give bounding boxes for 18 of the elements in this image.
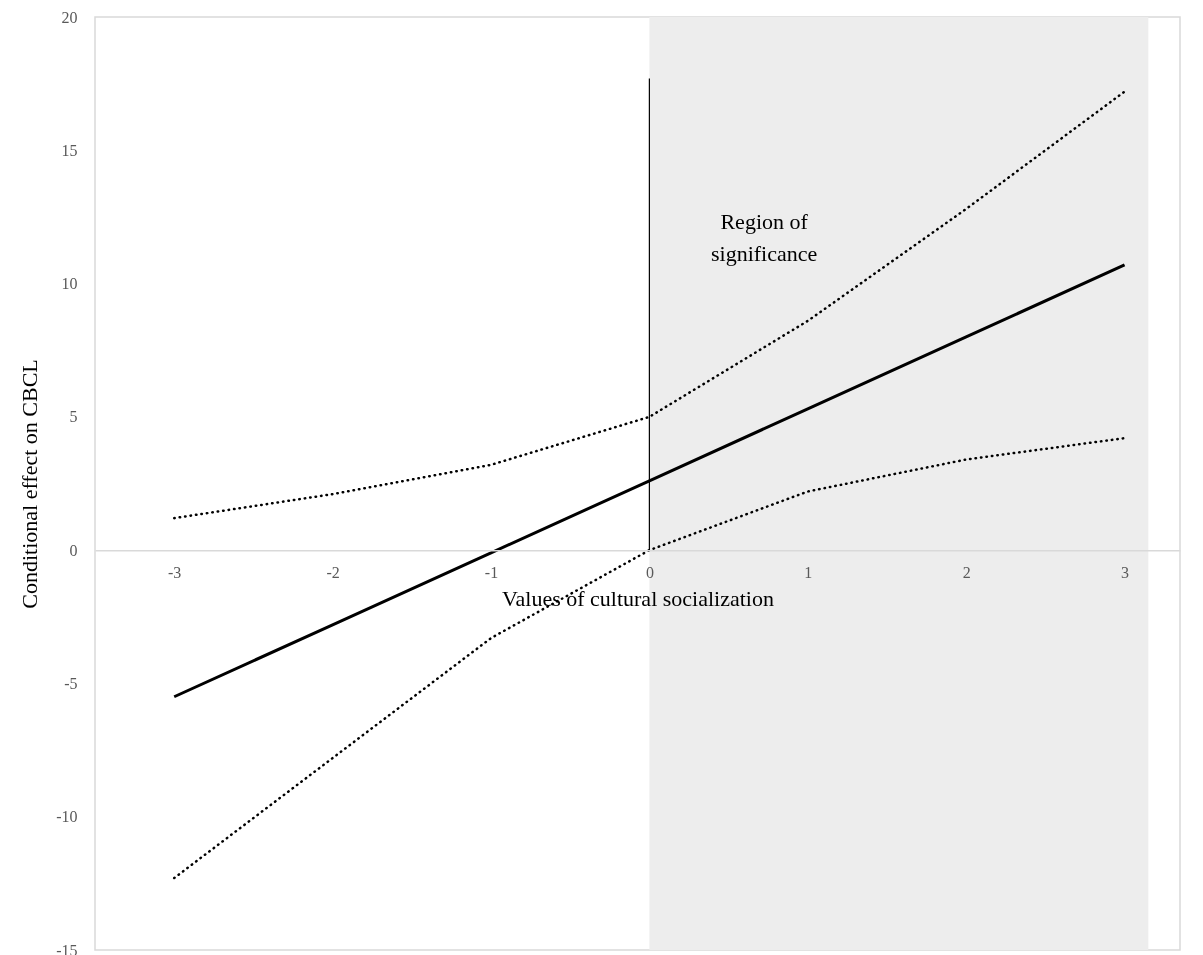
y-tick-label: 15	[61, 141, 78, 159]
y-tick-label: 0	[69, 541, 78, 559]
x-tick-label: -1	[484, 563, 499, 581]
y-axis-title: Conditional effect on CBCL	[17, 359, 43, 609]
y-tick-label: 5	[69, 408, 78, 426]
x-tick-label: 0	[645, 563, 654, 581]
x-tick-label: 3	[1121, 563, 1130, 581]
x-tick-label: 2	[962, 563, 971, 581]
x-axis-title: Values of cultural socialization	[502, 585, 774, 611]
y-tick-label: -10	[56, 808, 78, 826]
y-tick-label: -15	[56, 941, 78, 955]
band-label: Region of significance	[710, 209, 818, 267]
y-tick-label: 20	[61, 8, 78, 26]
x-tick-label: -2	[326, 563, 340, 581]
x-tick-label: 1	[804, 563, 813, 581]
y-tick-label: -5	[64, 674, 78, 692]
x-tick-label: -3	[168, 563, 182, 581]
y-tick-label: 10	[61, 275, 78, 293]
